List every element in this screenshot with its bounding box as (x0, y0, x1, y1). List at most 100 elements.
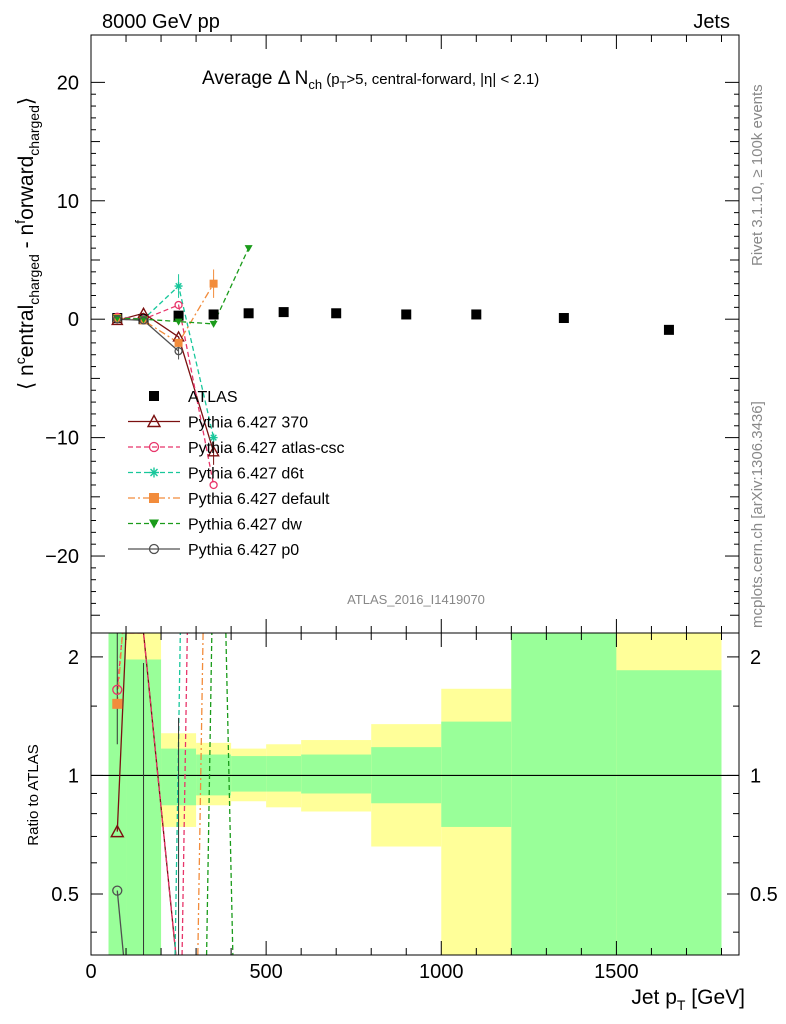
legend-label: Pythia 6.427 370 (188, 415, 308, 432)
x-tick-label: 1000 (419, 961, 464, 983)
plot-title: Average Δ Nch (pT>5, central-forward, |η… (202, 68, 539, 92)
header-right: Jets (693, 11, 730, 33)
data-point (243, 308, 254, 319)
data-point (471, 309, 482, 320)
data-point (208, 309, 219, 320)
data-point (173, 310, 184, 321)
data-point (149, 467, 159, 478)
legend-label: Pythia 6.427 default (188, 491, 330, 508)
ratio-y-tick-label: 2 (68, 647, 79, 669)
main-plot-area (111, 245, 674, 490)
ratio-series-line (116, 890, 125, 955)
ratio-series-line (197, 633, 204, 955)
x-axis-label: Jet pT [GeV] (631, 986, 745, 1013)
legend-item: ATLAS (149, 389, 238, 406)
uncertainty-band-green (441, 721, 512, 827)
mcplots-label: mcplots.cern.ch [arXiv:1306.3436] (749, 401, 766, 628)
x-tick-label: 1500 (594, 961, 639, 983)
data-point (207, 445, 220, 457)
ratio-series-line (205, 633, 213, 955)
series-line (117, 304, 215, 486)
legend-label: Pythia 6.427 dw (188, 517, 302, 534)
data-point (209, 480, 218, 490)
y-tick-label: −10 (45, 428, 79, 450)
ratio-plot-area (91, 633, 739, 955)
ratio-series-line (174, 633, 181, 955)
ratio-series-line (225, 633, 234, 955)
data-point (401, 309, 412, 320)
legend-item: Pythia 6.427 atlas-csc (128, 440, 345, 457)
ratio-y-tick-label: 0.5 (51, 884, 79, 906)
data-point (174, 347, 183, 356)
ratio-y-tick-label-right: 2 (750, 647, 761, 669)
data-point (148, 543, 160, 555)
y-tick-label: 20 (57, 72, 79, 94)
ratio-series-line (181, 633, 188, 955)
data-point (244, 245, 253, 253)
ratio-axis-ticks: 0.5 0.5 1 1 2 2 (51, 647, 778, 933)
legend-item: Pythia 6.427 dw (128, 517, 302, 534)
data-point (139, 316, 148, 325)
ratio-series-line (116, 633, 124, 704)
data-point (112, 684, 123, 695)
data-point (110, 824, 125, 838)
uncertainty-band-green (301, 754, 372, 794)
series-line (117, 283, 215, 344)
ratio-series-line (116, 633, 177, 955)
ratio-y-tick-label-right: 0.5 (750, 884, 778, 906)
y-tick-label: −20 (45, 546, 79, 568)
ratio-series-line (116, 633, 177, 955)
data-point (113, 315, 122, 324)
data-point (149, 493, 159, 503)
data-point (558, 313, 569, 324)
analysis-watermark: ATLAS_2016_I1419070 (347, 592, 485, 607)
data-point (149, 519, 159, 529)
ratio-panel: 0.5 0.5 1 1 2 2 (51, 633, 778, 955)
legend-item: Pythia 6.427 p0 (128, 542, 299, 559)
data-point (174, 282, 183, 291)
uncertainty-band-green (616, 670, 722, 955)
legend-label: Pythia 6.427 d6t (188, 466, 304, 483)
data-point (112, 885, 123, 896)
y-tick-label: 10 (57, 191, 79, 213)
legend-label: ATLAS (188, 389, 238, 406)
ratio-frame (90, 632, 740, 956)
data-point (174, 300, 183, 310)
data-point (331, 308, 342, 319)
series-line (117, 247, 250, 325)
main-axis-ticks: −20 −10 0 10 20 (45, 72, 739, 616)
data-point (174, 318, 183, 326)
uncertainty-band-green (266, 756, 302, 792)
uncertainty-band-green (108, 633, 127, 955)
data-point (278, 307, 289, 318)
data-point (149, 391, 159, 401)
ratio-y-axis-label: Ratio to ATLAS (25, 744, 42, 845)
y-tick-label: 0 (68, 309, 79, 331)
legend-label: Pythia 6.427 atlas-csc (188, 440, 345, 457)
ratio-y-tick-label: 1 (68, 765, 79, 787)
x-tick-label: 0 (85, 961, 96, 983)
ratio-y-tick-label-right: 1 (750, 765, 761, 787)
legend-label: Pythia 6.427 p0 (188, 542, 299, 559)
uncertainty-band-green (231, 756, 267, 792)
rivet-label: Rivet 3.1.10, ≥ 100k events (749, 84, 766, 266)
legend-item: Pythia 6.427 370 (128, 414, 308, 432)
header-left: 8000 GeV pp (102, 11, 220, 33)
data-point (146, 414, 162, 428)
data-point (209, 320, 218, 328)
data-point (148, 441, 160, 453)
uncertainty-band-green (511, 633, 617, 955)
main-panel: −20 −10 0 10 20 (45, 72, 739, 616)
legend: ATLAS Pythia 6.427 370 Pythia 6.427 atlas-… (128, 389, 345, 559)
data-point (209, 279, 218, 288)
data-point (209, 433, 218, 442)
y-axis-label: ⟨ ncentralcharged - nforwardcharged⟩ (12, 97, 42, 390)
data-point (663, 324, 674, 335)
x-tick-label: 500 (249, 961, 282, 983)
series-line (117, 284, 215, 438)
legend-item: Pythia 6.427 d6t (128, 466, 304, 483)
legend-item: Pythia 6.427 default (128, 491, 330, 508)
data-point (174, 338, 183, 347)
x-axis-ticks: 0 500 1000 1500 (85, 35, 722, 983)
